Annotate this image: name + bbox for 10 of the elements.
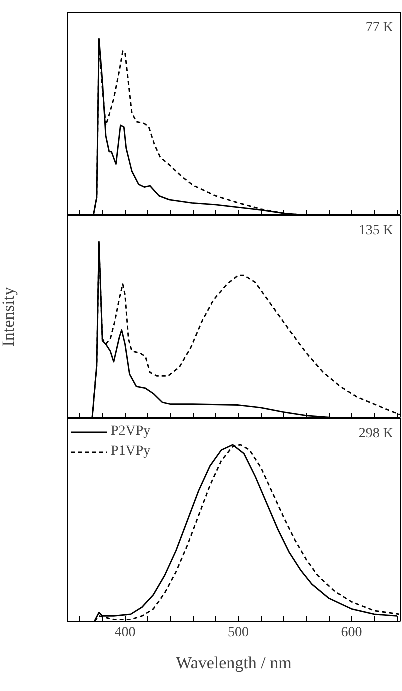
x-axis-title: Wavelength / nm [176, 654, 292, 672]
legend-label: P2VPy [111, 424, 151, 440]
x-tick-label: 500 [228, 626, 250, 640]
text: 77 K [366, 20, 394, 36]
x-tick-label: 600 [341, 626, 362, 640]
text: 298 K [358, 426, 394, 442]
x-tick-label: 400 [114, 626, 136, 640]
legend-label: P1VPy [111, 444, 151, 460]
y-axis-title: Intensity [0, 286, 18, 347]
text: 135 K [358, 224, 394, 238]
